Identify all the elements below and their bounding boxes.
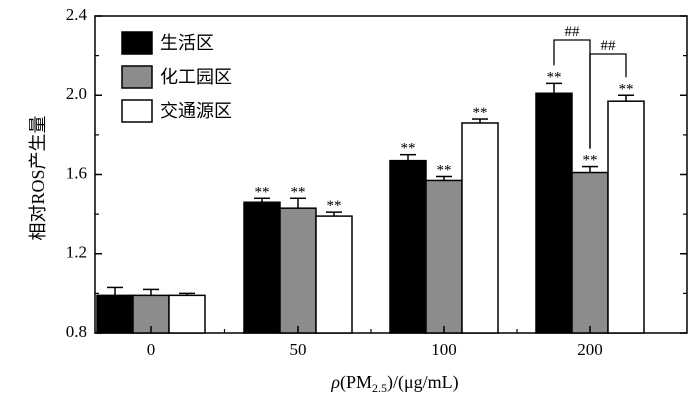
bar [425,179,463,334]
bar [315,215,353,334]
y-tick-label: 2.0 [66,84,87,103]
y-axis-label: 相对ROS产生量 [28,115,48,240]
significance-label: ** [547,69,562,85]
legend-label: 生活区 [160,33,214,54]
significance-label: ** [291,184,306,200]
significance-label: ** [473,105,488,121]
significance-bracket [589,53,627,149]
x-tick-label: 100 [431,340,457,359]
y-tick-label: 0.8 [66,322,87,341]
y-axis-ticks: 0.8 1.2 1.6 2.0 2.4 [66,5,687,341]
y-tick-label: 1.6 [66,163,87,182]
x-axis-label-pm-subscript: 2.5 [372,381,387,395]
legend-label: 交通源区 [160,101,232,122]
bar [461,122,499,334]
bracket-label: ## [601,38,617,54]
bar [389,159,427,334]
significance-annotations: ** ** ** ** ** ** ** ** ** ## ## [255,24,634,214]
x-axis-label-unit: )/(μg/mL) [387,372,459,393]
legend-swatch [121,65,153,89]
legend-label: 化工园区 [160,67,232,88]
y-tick-label: 2.4 [66,5,88,24]
x-tick-label: 200 [577,340,603,359]
bar [168,294,206,334]
y-tick-label: 1.2 [66,243,87,262]
x-axis-label: ρ(PM2.5)/(μg/mL) [330,372,458,395]
x-tick-label: 50 [290,340,307,359]
bar [279,207,317,334]
bar [571,171,609,334]
significance-label: ** [327,198,342,214]
bracket-label: ## [565,24,581,40]
significance-label: ** [437,162,452,178]
x-axis-label-rho: ρ [330,372,340,392]
bar [243,201,281,334]
bars [96,82,645,334]
bar [535,92,573,334]
legend-swatch [121,99,153,123]
x-tick-label: 0 [147,340,156,359]
bar [96,294,134,334]
significance-label: ** [255,184,270,200]
x-axis-label-pm: (PM [340,372,372,393]
bar [607,100,645,334]
legend-swatch [121,31,153,55]
x-axis-ticks: 0 50 100 200 [147,326,603,359]
significance-label: ** [583,153,598,169]
significance-label: ** [401,141,416,157]
significance-label: ** [619,81,634,97]
